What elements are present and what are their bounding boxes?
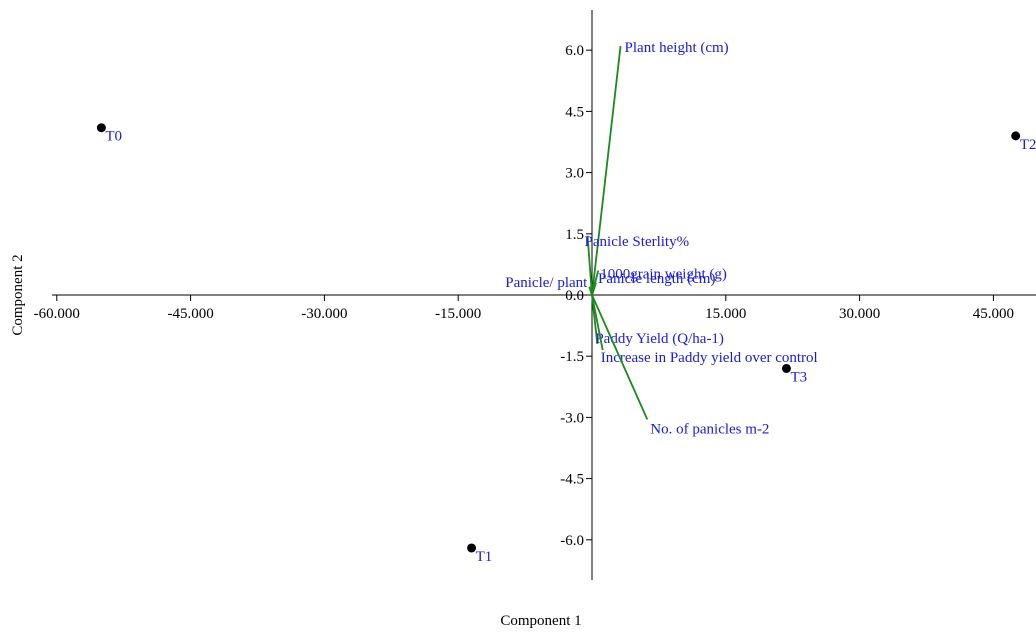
loading-vector-line [591, 282, 597, 296]
loading-vector-label: Plant height (cm) [625, 40, 729, 56]
score-point [96, 123, 106, 133]
loading-vector-label: Increase in Paddy yield over control [601, 350, 818, 366]
loading-vector-line [586, 235, 593, 296]
score-point [467, 543, 477, 553]
y-tick-label: -6.0 [560, 533, 584, 549]
score-point [1011, 131, 1021, 141]
x-tick-label: -15.000 [435, 306, 481, 322]
y-tick-label: -4.5 [560, 472, 584, 488]
loading-vector-line [591, 294, 604, 351]
y-tick-label: -3.0 [560, 410, 584, 426]
x-tick-label: 15.000 [705, 306, 746, 322]
x-tick-label: -45.000 [167, 306, 213, 322]
y-tick-label: 6.0 [565, 43, 584, 59]
y-tick-label: 0.0 [565, 288, 584, 304]
loading-vector-label: Panicle/ plant [505, 275, 588, 291]
loading-vector-line [591, 46, 622, 296]
loading-vector-label: No. of panicles m-2 [650, 421, 769, 437]
loading-vector-line [591, 294, 649, 420]
y-tick-label: 1.5 [565, 227, 584, 243]
loading-vector-label: 1000grain weight (g) [600, 267, 727, 283]
score-point-label: T3 [790, 369, 807, 385]
x-tick-label: -60.000 [34, 306, 80, 322]
loading-vector-label: Paddy Yield (Q/ha-1) [595, 331, 724, 347]
score-point-label: T2 [1020, 137, 1036, 153]
x-tick-label: 45.000 [973, 306, 1014, 322]
x-tick-label: 30.000 [839, 306, 880, 322]
y-tick-label: -1.5 [560, 349, 584, 365]
x-tick-label: -30.000 [301, 306, 347, 322]
y-tick-label: 4.5 [565, 104, 584, 120]
score-points-group: T0 T1 T2 T3 [96, 123, 1036, 565]
score-point-label: T0 [105, 129, 122, 145]
x-axis-title: Component 1 [500, 613, 581, 629]
loading-vector-label: Panicle length (cm) [598, 271, 715, 287]
loading-vector-label: Panicle Sterlity% [585, 234, 690, 250]
loading-vectors-group: Plant height (cm) Panicle Sterlity% 1000gr… [505, 40, 817, 437]
y-tick-label: 3.0 [565, 166, 584, 182]
score-point [781, 363, 791, 373]
score-point-label: T1 [476, 549, 493, 565]
axes-group: -60.000 -45.000 -30.000 -15.000 15.000 30.000… [34, 10, 1036, 580]
y-axis-title: Component 2 [10, 254, 26, 335]
